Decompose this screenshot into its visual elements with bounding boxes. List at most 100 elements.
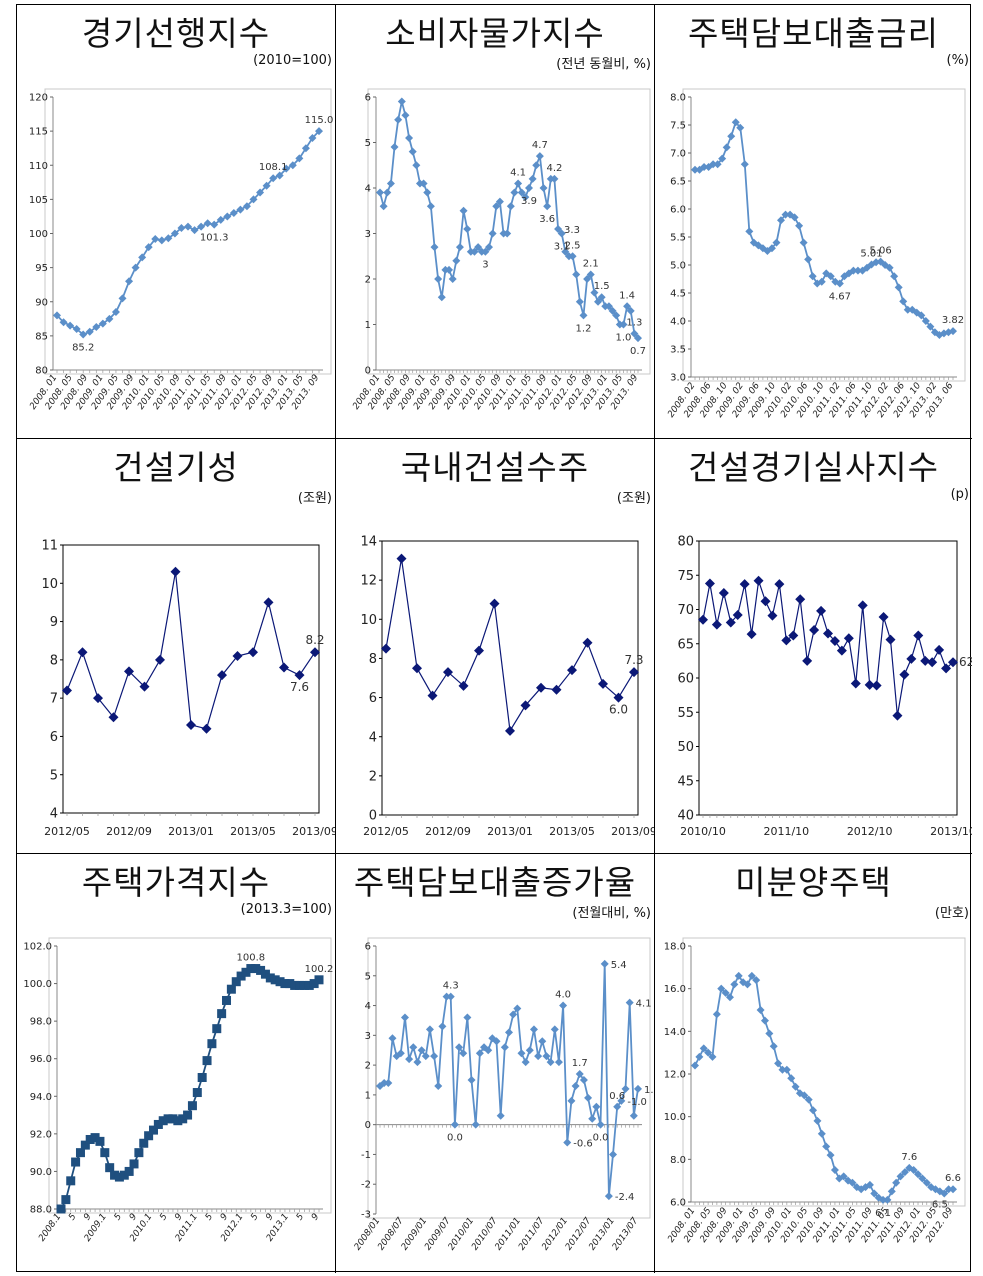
y-tick-label: 6 — [365, 93, 371, 104]
data-point — [747, 971, 756, 980]
panel-unit: (2013.3=100) — [240, 902, 332, 917]
data-point — [168, 1114, 178, 1124]
data-point — [72, 325, 81, 334]
data-point — [105, 1163, 115, 1173]
data-point — [612, 311, 621, 320]
data-label: 2.1 — [583, 258, 599, 269]
data-point — [202, 1056, 212, 1066]
data-point — [753, 575, 764, 586]
data-point — [379, 202, 388, 211]
data-point — [187, 1101, 197, 1111]
data-point — [409, 1043, 418, 1052]
data-point — [157, 236, 166, 245]
data-point — [59, 318, 68, 327]
data-point — [604, 1192, 613, 1201]
y-tick-label: 9 — [50, 615, 58, 630]
data-label: 108.1 — [259, 162, 288, 173]
data-label: 4.1 — [510, 167, 526, 178]
data-point — [163, 1114, 173, 1124]
y-tick-label: 1 — [365, 320, 371, 331]
data-point — [769, 1042, 778, 1051]
data-point — [386, 179, 395, 188]
panel-title: 건설기성 — [113, 448, 239, 487]
data-label: 5.01 — [860, 248, 882, 259]
data-point — [170, 566, 181, 577]
data-point — [879, 1195, 888, 1204]
data-label: 1.7 — [572, 1058, 588, 1069]
chart-area-border — [367, 937, 651, 1219]
data-point — [899, 297, 908, 306]
data-point — [279, 662, 289, 673]
data-point — [417, 1046, 426, 1055]
data-point — [315, 127, 323, 136]
data-point — [586, 270, 595, 279]
data-label: 1.4 — [619, 290, 635, 301]
data-point — [77, 647, 88, 658]
y-tick-label: 4 — [369, 730, 377, 745]
data-point — [804, 1095, 813, 1104]
data-point — [226, 984, 236, 994]
data-point — [61, 1195, 71, 1205]
data-point — [774, 579, 785, 590]
data-point — [492, 1037, 501, 1046]
data-point — [732, 609, 743, 620]
panel-title: 건설경기실사지수 — [688, 448, 939, 487]
data-point — [405, 133, 414, 142]
data-point — [71, 1157, 81, 1167]
panel-title: 경기선행지수 — [81, 14, 271, 53]
data-point — [598, 678, 608, 689]
data-label: 1.0 — [616, 333, 632, 344]
data-point — [892, 1178, 901, 1187]
data-point — [241, 967, 251, 977]
chart-construction-orders: 0 2 4 6 8 10 12 14 2012/05 2012/09 2013/01 2013/05 2… — [360, 535, 654, 838]
chart-house-price-index: 88.0 90.0 92.0 94.0 96.0 98.0 100.0 102.0 2008.1… — [23, 937, 333, 1244]
data-point — [900, 1168, 909, 1177]
data-label: 115.0 — [305, 115, 334, 126]
data-label: 1.5 — [594, 281, 610, 292]
data-point — [524, 184, 533, 192]
y-tick-label: 5 — [365, 138, 371, 149]
y-tick-label: 7 — [50, 692, 58, 707]
data-point — [808, 272, 817, 281]
data-point — [481, 247, 490, 256]
data-point — [408, 147, 417, 156]
x-tick-label: 9 — [264, 1212, 276, 1223]
data-point — [263, 597, 274, 608]
data-point — [442, 992, 451, 1001]
data-point — [816, 605, 827, 616]
data-point — [590, 288, 599, 297]
data-point — [940, 1189, 949, 1198]
data-point — [740, 160, 749, 169]
data-point — [551, 684, 562, 695]
data-point — [265, 973, 275, 983]
data-point — [772, 238, 781, 247]
data-label: 0.7 — [630, 346, 646, 357]
data-point — [791, 1082, 800, 1091]
data-point — [256, 188, 265, 197]
data-point — [921, 317, 930, 325]
data-point — [124, 666, 134, 677]
plot-frame — [62, 544, 320, 814]
panel-title: 국내건설수주 — [400, 448, 590, 487]
data-point — [153, 1119, 163, 1129]
y-tick-label: 3.5 — [670, 345, 686, 356]
panel: 주택담보대출증가율 (전월대비, %) -3 -2 -1 0 1 2 3 4 5 6 2008/01… — [336, 854, 655, 1273]
data-point — [914, 1170, 923, 1179]
data-point — [134, 1148, 144, 1158]
data-label: 3.3 — [564, 225, 580, 236]
data-point — [430, 243, 439, 252]
y-tick-label: 2 — [365, 275, 371, 286]
y-tick-label: 2 — [369, 769, 377, 784]
y-tick-label: 8 — [50, 653, 58, 668]
data-point — [787, 1074, 796, 1083]
data-point — [304, 980, 314, 990]
y-tick-label: 8.0 — [670, 93, 686, 104]
data-point — [795, 221, 804, 230]
data-point — [557, 229, 566, 238]
y-tick-label: 95 — [35, 263, 48, 274]
panel-title: 미분양주택 — [735, 863, 892, 902]
data-point — [110, 1170, 120, 1180]
data-point — [782, 1065, 791, 1074]
data-point — [517, 1049, 526, 1058]
data-point — [563, 1138, 572, 1147]
